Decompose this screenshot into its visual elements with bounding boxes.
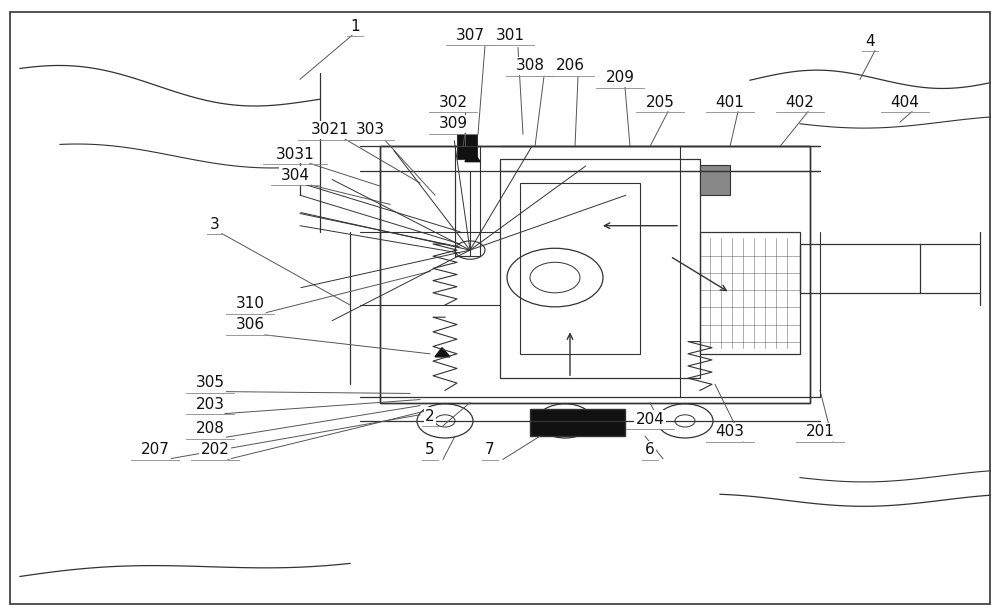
Text: 2: 2 xyxy=(425,409,435,424)
Text: 209: 209 xyxy=(606,70,635,85)
Text: 302: 302 xyxy=(438,95,468,110)
Text: 305: 305 xyxy=(196,375,224,390)
Text: 303: 303 xyxy=(355,122,385,137)
Bar xyxy=(700,232,800,354)
Text: 310: 310 xyxy=(236,296,264,311)
Text: 307: 307 xyxy=(456,27,484,43)
Polygon shape xyxy=(435,348,450,357)
Text: 308: 308 xyxy=(516,58,544,73)
Text: 207: 207 xyxy=(141,442,169,458)
Text: 1: 1 xyxy=(350,18,360,34)
Text: 4: 4 xyxy=(865,34,875,49)
Text: 3031: 3031 xyxy=(276,146,314,162)
Text: 205: 205 xyxy=(646,95,674,110)
Text: 3021: 3021 xyxy=(311,122,349,137)
Text: 203: 203 xyxy=(196,396,224,412)
Bar xyxy=(457,134,477,159)
Bar xyxy=(520,183,640,354)
Text: 309: 309 xyxy=(438,116,468,131)
Polygon shape xyxy=(465,149,480,162)
Bar xyxy=(500,159,700,378)
Text: 301: 301 xyxy=(496,27,524,43)
Bar xyxy=(455,171,470,256)
Text: 7: 7 xyxy=(485,442,495,458)
Bar xyxy=(800,244,920,293)
Text: 206: 206 xyxy=(556,58,584,73)
Text: 6: 6 xyxy=(645,442,655,458)
Text: 208: 208 xyxy=(196,421,224,436)
Text: 401: 401 xyxy=(716,95,744,110)
Text: 201: 201 xyxy=(806,424,834,439)
Text: 204: 204 xyxy=(636,412,664,427)
Text: 3: 3 xyxy=(210,217,220,232)
Text: 403: 403 xyxy=(716,424,744,439)
Text: 202: 202 xyxy=(201,442,229,458)
Bar xyxy=(380,146,810,403)
Bar xyxy=(380,146,810,403)
Text: 404: 404 xyxy=(891,95,919,110)
Text: 5: 5 xyxy=(425,442,435,458)
Bar xyxy=(530,409,625,436)
Text: 402: 402 xyxy=(786,95,814,110)
Bar xyxy=(455,146,480,256)
Text: 304: 304 xyxy=(280,168,310,183)
Bar xyxy=(700,165,730,195)
Text: 306: 306 xyxy=(235,317,265,332)
